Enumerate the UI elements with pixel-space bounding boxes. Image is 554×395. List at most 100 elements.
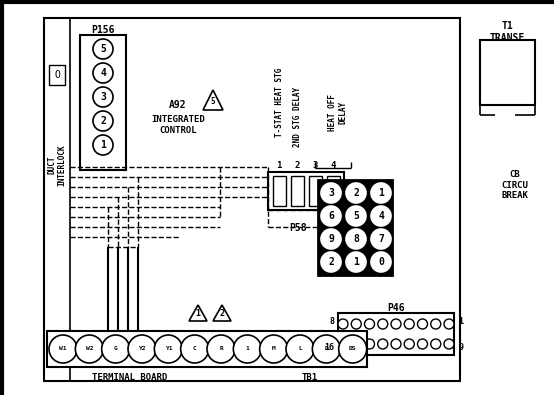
Circle shape — [93, 111, 113, 131]
Text: 3: 3 — [328, 188, 334, 198]
Circle shape — [286, 335, 314, 363]
Circle shape — [128, 335, 156, 363]
Circle shape — [391, 319, 401, 329]
Text: 3: 3 — [100, 92, 106, 102]
Circle shape — [371, 206, 391, 226]
Text: 8: 8 — [329, 316, 334, 325]
Circle shape — [404, 319, 414, 329]
Bar — [44, 18, 460, 381]
Text: 2: 2 — [328, 257, 334, 267]
Text: 2: 2 — [353, 188, 359, 198]
Circle shape — [93, 63, 113, 83]
Bar — [318, 180, 392, 275]
Circle shape — [391, 339, 401, 349]
Text: 4: 4 — [330, 160, 336, 169]
Bar — [480, 40, 535, 105]
Circle shape — [444, 339, 454, 349]
Circle shape — [371, 229, 391, 249]
Circle shape — [93, 39, 113, 59]
Bar — [338, 313, 454, 355]
Text: DUCT
INTERLOCK: DUCT INTERLOCK — [47, 144, 66, 186]
Text: 1: 1 — [100, 140, 106, 150]
Bar — [309, 176, 322, 206]
Circle shape — [346, 229, 366, 249]
Text: M: M — [272, 346, 275, 352]
Circle shape — [444, 319, 454, 329]
Bar — [273, 176, 286, 206]
Text: CB
CIRCU
BREAK: CB CIRCU BREAK — [501, 170, 529, 200]
Circle shape — [181, 335, 209, 363]
Text: 2: 2 — [219, 310, 224, 318]
Text: O: O — [54, 70, 60, 80]
Text: 2: 2 — [100, 116, 106, 126]
Text: 2: 2 — [294, 160, 300, 169]
Text: W2: W2 — [85, 346, 93, 352]
Text: 1: 1 — [458, 316, 463, 325]
Text: DS: DS — [349, 346, 356, 352]
Circle shape — [321, 252, 341, 272]
Text: INTEGRATED
CONTROL: INTEGRATED CONTROL — [151, 115, 205, 135]
Circle shape — [321, 229, 341, 249]
Text: T1
TRANSF: T1 TRANSF — [490, 21, 525, 43]
Text: 1: 1 — [353, 257, 359, 267]
Circle shape — [418, 319, 428, 329]
Bar — [47, 331, 367, 367]
Circle shape — [321, 206, 341, 226]
Text: HEAT OFF
DELAY: HEAT OFF DELAY — [329, 94, 348, 130]
Circle shape — [338, 335, 367, 363]
Circle shape — [365, 339, 375, 349]
Text: L: L — [298, 346, 302, 352]
Circle shape — [431, 339, 441, 349]
Circle shape — [346, 206, 366, 226]
Circle shape — [371, 252, 391, 272]
Circle shape — [233, 335, 261, 363]
Text: 1: 1 — [245, 346, 249, 352]
Text: 9: 9 — [328, 234, 334, 244]
Text: 3: 3 — [312, 160, 317, 169]
Bar — [291, 176, 304, 206]
Circle shape — [207, 335, 235, 363]
Text: 16: 16 — [324, 342, 334, 352]
Circle shape — [338, 319, 348, 329]
Polygon shape — [203, 90, 223, 110]
Bar — [80, 35, 126, 170]
Text: 0: 0 — [378, 257, 384, 267]
Text: A92: A92 — [169, 100, 187, 110]
Circle shape — [260, 335, 288, 363]
Text: P58: P58 — [289, 222, 307, 233]
Text: R: R — [219, 346, 223, 352]
Polygon shape — [213, 305, 231, 321]
Circle shape — [351, 319, 361, 329]
Bar — [268, 172, 344, 210]
Text: T-STAT HEAT STG: T-STAT HEAT STG — [274, 67, 284, 137]
Text: G: G — [114, 346, 117, 352]
Circle shape — [346, 183, 366, 203]
Circle shape — [155, 335, 182, 363]
Text: 6: 6 — [328, 211, 334, 221]
Bar — [44, 18, 70, 381]
Circle shape — [365, 319, 375, 329]
Text: 1: 1 — [196, 310, 201, 318]
Bar — [49, 65, 65, 85]
Text: 1: 1 — [276, 160, 281, 169]
Circle shape — [75, 335, 104, 363]
Text: Y1: Y1 — [165, 346, 172, 352]
Text: 5: 5 — [353, 211, 359, 221]
Text: C: C — [193, 346, 197, 352]
Text: 2ND STG DELAY: 2ND STG DELAY — [293, 87, 301, 147]
Text: P156: P156 — [91, 25, 115, 35]
Text: 4: 4 — [100, 68, 106, 78]
Circle shape — [418, 339, 428, 349]
Text: P46: P46 — [387, 303, 405, 313]
Bar — [327, 176, 340, 206]
Circle shape — [431, 319, 441, 329]
Circle shape — [102, 335, 130, 363]
Circle shape — [404, 339, 414, 349]
Circle shape — [351, 339, 361, 349]
Circle shape — [378, 319, 388, 329]
Text: D: D — [325, 346, 328, 352]
Circle shape — [371, 183, 391, 203]
Circle shape — [321, 183, 341, 203]
Circle shape — [49, 335, 77, 363]
Text: 5: 5 — [211, 96, 216, 105]
